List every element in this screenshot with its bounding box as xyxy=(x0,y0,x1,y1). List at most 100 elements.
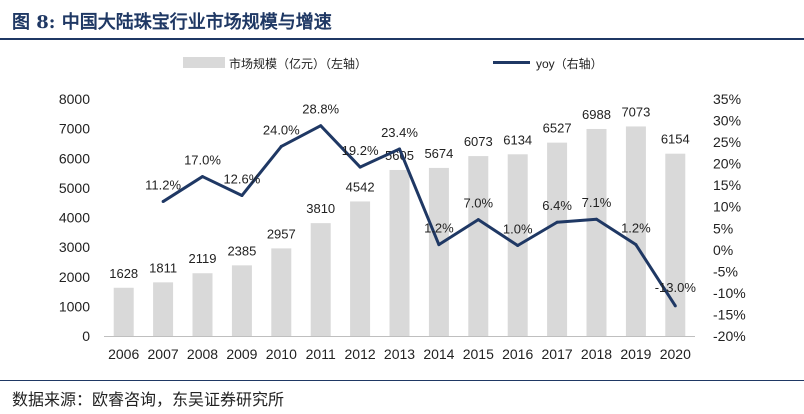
yoy-point xyxy=(634,243,638,247)
combo-chart: 市场规模（亿元）（左轴） yoy（右轴） 0 1000 2000 3000 4000 50… xyxy=(59,56,746,362)
yoy-point xyxy=(358,165,362,169)
left-tick-label: 3000 xyxy=(59,239,90,255)
right-tick-label: 30% xyxy=(713,113,741,129)
right-tick-label: 10% xyxy=(713,199,741,215)
bar xyxy=(625,126,646,336)
x-tick-label: 2007 xyxy=(148,346,179,362)
legend-bar-label: 市场规模（亿元）（左轴） xyxy=(229,56,367,71)
x-tick-label: 2008 xyxy=(187,346,218,362)
legend-line-label: yoy（右轴） xyxy=(536,56,603,71)
bar xyxy=(428,167,449,336)
bar xyxy=(586,128,607,336)
yoy-value-label: -13.0% xyxy=(655,280,697,295)
right-tick-label: 25% xyxy=(713,134,741,150)
yoy-value-label: 1.2% xyxy=(424,221,454,236)
yoy-point xyxy=(161,200,165,204)
bar xyxy=(665,153,686,336)
bar-value-label: 6988 xyxy=(582,107,611,122)
x-tick-label: 2015 xyxy=(463,346,494,362)
x-tick-label: 2014 xyxy=(423,346,454,362)
yoy-value-label: 1.2% xyxy=(621,221,651,236)
yoy-point xyxy=(437,243,441,247)
left-tick-label: 7000 xyxy=(59,121,90,137)
yoy-point xyxy=(398,147,401,151)
yoy-point xyxy=(240,194,244,198)
bar xyxy=(192,273,213,336)
bar-value-label: 1628 xyxy=(109,266,138,281)
bar-value-label: 7073 xyxy=(621,104,650,119)
figure-title: 图 8: 中国大陆珠宝行业市场规模与增速 xyxy=(12,12,332,33)
yoy-point xyxy=(201,175,204,179)
x-tick-label: 2006 xyxy=(108,346,139,362)
bar-series xyxy=(113,126,686,336)
right-tick-label: 0% xyxy=(713,242,733,258)
x-tick-label: 2020 xyxy=(660,346,691,362)
x-tick-label: 2011 xyxy=(306,346,336,362)
left-tick-label: 5000 xyxy=(59,180,90,196)
x-tick-label: 2018 xyxy=(581,346,612,362)
bar-value-label: 6154 xyxy=(661,132,690,147)
title-divider xyxy=(0,38,804,40)
x-tick-label: 2019 xyxy=(620,346,651,362)
yoy-point xyxy=(476,218,480,222)
right-tick-label: -20% xyxy=(713,328,746,344)
right-tick-label: 5% xyxy=(713,220,733,236)
right-tick-label: -10% xyxy=(713,285,746,301)
yoy-value-label: 11.2% xyxy=(145,178,181,193)
legend-bar-swatch xyxy=(183,57,225,68)
bar-value-label: 2119 xyxy=(189,251,217,266)
yoy-value-label: 12.6% xyxy=(223,172,260,187)
x-tick-label: 2013 xyxy=(384,346,415,362)
line-value-labels: 11.2%17.0%12.6% 24.0%28.8% 19.2%23.4% 1.2% 7… xyxy=(145,102,696,295)
bar-value-label: 5674 xyxy=(424,146,453,161)
left-tick-label: 2000 xyxy=(59,269,90,285)
left-tick-label: 4000 xyxy=(59,210,90,226)
line-series xyxy=(161,124,677,308)
yoy-point xyxy=(516,244,520,248)
yoy-value-label: 23.4% xyxy=(381,125,418,140)
yoy-value-label: 17.0% xyxy=(184,153,221,168)
yoy-line xyxy=(162,124,677,307)
yoy-point xyxy=(279,144,283,148)
bar xyxy=(113,287,134,336)
yoy-value-label: 7.1% xyxy=(582,195,612,210)
right-tick-label: -15% xyxy=(713,306,746,322)
bar xyxy=(231,265,252,336)
bar-value-label: 6134 xyxy=(503,132,532,147)
x-tick-label: 2017 xyxy=(542,346,573,362)
bar-value-label: 4542 xyxy=(346,179,375,194)
right-tick-label: -5% xyxy=(713,263,738,279)
x-tick-label: 2009 xyxy=(226,346,257,362)
right-tick-label: 15% xyxy=(713,177,741,193)
bar xyxy=(310,223,331,336)
yoy-value-label: 7.0% xyxy=(463,196,493,211)
yoy-value-label: 1.0% xyxy=(503,222,533,237)
left-tick-label: 8000 xyxy=(59,91,90,107)
right-axis: -20% -15% -10% -5% 0% 5% 10% 15% 20% 25% 30% 35% xyxy=(713,91,746,344)
bar xyxy=(271,248,292,336)
bar xyxy=(547,142,568,336)
left-tick-label: 1000 xyxy=(59,298,90,314)
left-axis: 0 1000 2000 3000 4000 5000 6000 7000 8000 xyxy=(59,91,90,344)
yoy-value-label: 28.8% xyxy=(302,102,339,117)
right-tick-label: 35% xyxy=(713,91,741,107)
bar-value-label: 2385 xyxy=(227,243,256,258)
bar-value-label: 6527 xyxy=(543,121,572,136)
yoy-value-label: 24.0% xyxy=(263,122,300,137)
bar-value-label: 2957 xyxy=(267,226,296,241)
bar xyxy=(389,169,410,336)
yoy-point xyxy=(595,217,598,221)
x-tick-label: 2010 xyxy=(266,346,297,362)
bar-value-label: 3810 xyxy=(306,201,335,216)
bar xyxy=(468,156,489,336)
footer-divider xyxy=(0,380,804,381)
yoy-value-label: 6.4% xyxy=(542,198,572,213)
right-tick-label: 20% xyxy=(713,156,741,172)
left-tick-label: 6000 xyxy=(59,150,90,166)
x-tick-label: 2012 xyxy=(345,346,376,362)
bar xyxy=(350,201,371,336)
x-tick-label: 2016 xyxy=(502,346,533,362)
bar-value-label: 1811 xyxy=(149,260,177,275)
bar-value-label: 6073 xyxy=(464,134,493,149)
